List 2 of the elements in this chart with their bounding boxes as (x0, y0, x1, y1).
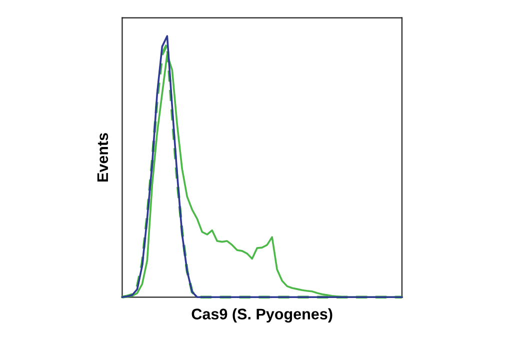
y-axis-title: Events (97, 133, 108, 182)
x-axis-title: Cas9 (S. Pyogenes) (192, 308, 332, 323)
